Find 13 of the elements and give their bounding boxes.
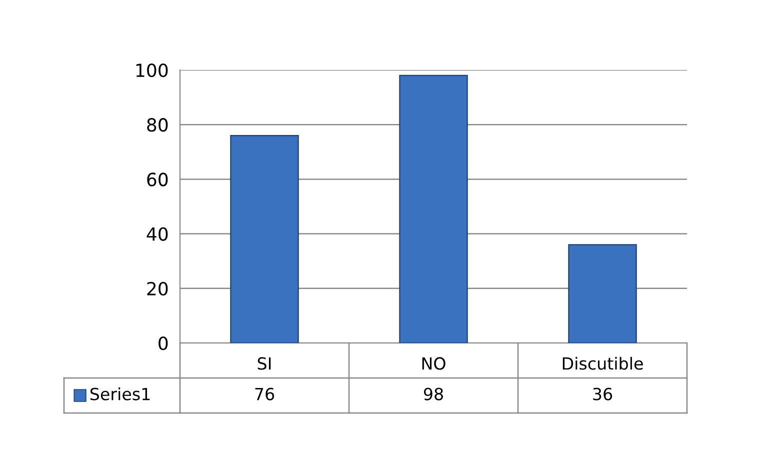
y-tick-label: 100 xyxy=(136,63,168,78)
legend-label: Series1 xyxy=(90,387,150,400)
y-tick-label: 40 xyxy=(146,227,168,241)
y-tick-label: 20 xyxy=(147,282,168,296)
data-label: 36 xyxy=(593,388,612,400)
x-tick-label: Discutible xyxy=(562,356,643,370)
y-tick-label: 80 xyxy=(147,118,168,132)
data-label: 76 xyxy=(255,388,274,400)
y-tick-label: 60 xyxy=(147,172,168,186)
x-tick-label: SI xyxy=(258,357,271,370)
x-tick-label: NO xyxy=(422,357,446,370)
data-label: 98 xyxy=(424,388,443,400)
y-tick-label: 0 xyxy=(158,336,168,350)
